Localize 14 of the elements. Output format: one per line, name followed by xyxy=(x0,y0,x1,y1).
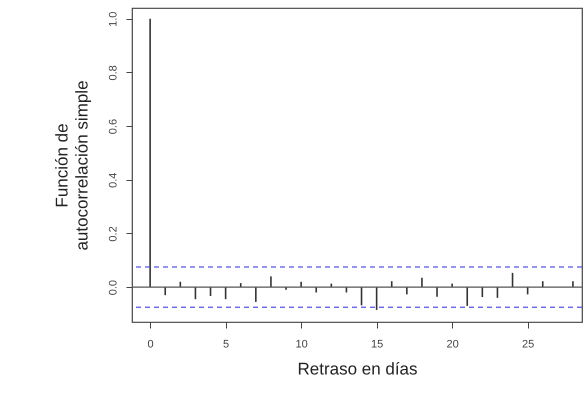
x-tick-label: 5 xyxy=(223,338,230,350)
y-tick-label: 0.8 xyxy=(108,65,120,81)
x-tick-label: 0 xyxy=(148,338,154,350)
y-tick-label: 0.6 xyxy=(108,118,120,134)
x-tick-label: 20 xyxy=(446,338,459,350)
x-axis-title: Retraso en días xyxy=(297,360,418,378)
y-tick-label: 0.2 xyxy=(108,226,120,242)
x-tick-label: 25 xyxy=(522,338,534,350)
y-tick-label: 0.0 xyxy=(108,280,120,296)
x-tick-label: 15 xyxy=(371,338,384,350)
y-tick-label: 1.0 xyxy=(108,12,120,27)
y-axis-title: Función de autocorrelación simple xyxy=(52,80,92,251)
x-tick-label: 10 xyxy=(296,338,308,350)
y-tick-label: 0.4 xyxy=(108,172,120,188)
